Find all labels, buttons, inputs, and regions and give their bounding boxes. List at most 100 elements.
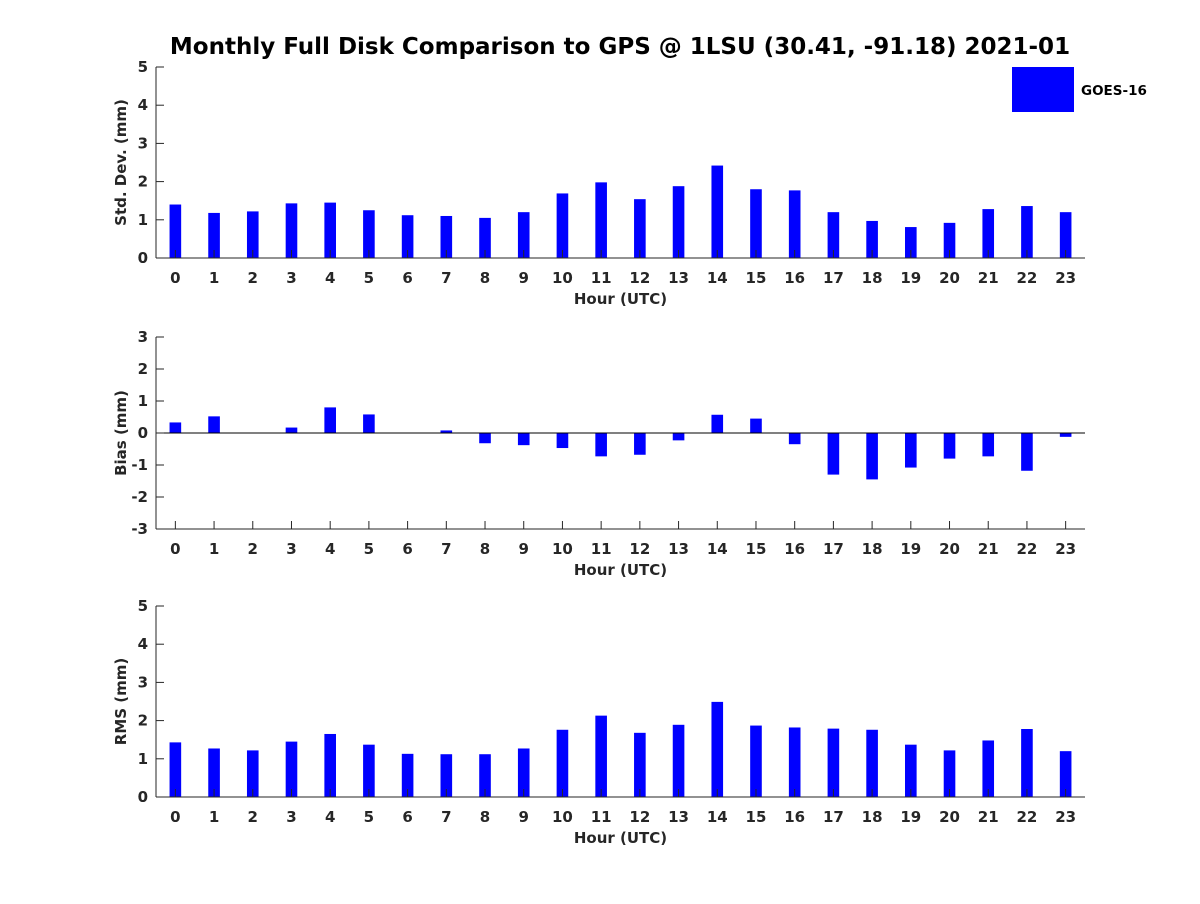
bar-std-dev-6 [401, 215, 414, 258]
x-axis-label-rms: Hour (UTC) [574, 829, 667, 847]
x-tick-label-std-dev: 21 [978, 269, 999, 287]
x-tick-label-bias: 9 [519, 540, 529, 558]
bar-bias-11 [595, 433, 607, 457]
x-tick-label-bias: 14 [707, 540, 728, 558]
x-tick-label-bias: 5 [364, 540, 374, 558]
bar-rms-7 [440, 754, 453, 797]
x-axis-label-std-dev: Hour (UTC) [574, 290, 667, 308]
x-tick-label-std-dev: 4 [325, 269, 335, 287]
y-tick-label-std-dev: 5 [138, 58, 148, 76]
bar-std-dev-17 [827, 212, 840, 258]
x-tick-label-bias: 22 [1017, 540, 1038, 558]
x-tick-label-std-dev: 18 [862, 269, 883, 287]
bar-std-dev-20 [943, 222, 956, 258]
x-tick-label-bias: 1 [209, 540, 219, 558]
bar-bias-22 [1021, 433, 1033, 471]
y-tick-label-bias: 3 [138, 328, 148, 346]
bar-bias-5 [363, 414, 375, 433]
bar-rms-5 [363, 744, 375, 797]
bar-bias-1 [208, 416, 220, 433]
bar-bias-0 [169, 422, 182, 433]
x-tick-label-rms: 10 [552, 808, 573, 826]
x-tick-label-bias: 15 [746, 540, 767, 558]
x-tick-label-std-dev: 8 [480, 269, 490, 287]
bar-std-dev-0 [169, 204, 182, 258]
legend: GOES-16 [1012, 67, 1147, 112]
bar-rms-22 [1021, 729, 1033, 797]
bar-std-dev-3 [285, 203, 298, 258]
bar-std-dev-15 [750, 189, 762, 258]
y-tick-label-rms: 4 [138, 635, 148, 653]
x-tick-label-std-dev: 9 [519, 269, 529, 287]
x-tick-label-rms: 16 [784, 808, 805, 826]
bar-bias-19 [905, 433, 917, 468]
x-tick-label-rms: 17 [823, 808, 844, 826]
bar-std-dev-1 [208, 212, 220, 258]
bar-std-dev-11 [595, 182, 607, 258]
bar-std-dev-12 [634, 199, 646, 258]
bar-rms-8 [479, 754, 491, 797]
x-tick-label-rms: 21 [978, 808, 999, 826]
x-tick-label-std-dev: 5 [364, 269, 374, 287]
bar-bias-7 [440, 430, 453, 433]
x-tick-label-std-dev: 13 [668, 269, 689, 287]
x-tick-label-bias: 6 [402, 540, 412, 558]
bar-rms-12 [634, 732, 646, 797]
y-tick-label-rms: 5 [138, 597, 148, 615]
bar-bias-21 [982, 433, 995, 457]
x-tick-label-std-dev: 3 [286, 269, 296, 287]
bar-rms-16 [788, 727, 801, 797]
x-tick-label-bias: 12 [629, 540, 650, 558]
x-tick-label-rms: 7 [441, 808, 451, 826]
bar-rms-13 [672, 724, 685, 797]
bar-rms-2 [246, 750, 259, 797]
y-tick-label-rms: 3 [138, 673, 148, 691]
x-tick-label-rms: 11 [591, 808, 612, 826]
bar-rms-17 [827, 728, 840, 797]
x-tick-label-std-dev: 2 [248, 269, 258, 287]
bar-std-dev-4 [324, 202, 336, 258]
x-tick-label-bias: 18 [862, 540, 883, 558]
x-tick-label-std-dev: 14 [707, 269, 728, 287]
bar-std-dev-18 [866, 220, 878, 258]
bar-rms-1 [208, 748, 220, 797]
y-tick-label-bias: 0 [138, 424, 148, 442]
y-tick-label-std-dev: 4 [138, 96, 148, 114]
bar-bias-4 [324, 407, 336, 433]
x-tick-label-rms: 13 [668, 808, 689, 826]
y-tick-label-std-dev: 0 [138, 249, 148, 267]
bar-std-dev-21 [982, 209, 995, 258]
bar-std-dev-2 [246, 211, 259, 258]
bar-std-dev-8 [479, 217, 491, 258]
bar-rms-19 [905, 744, 917, 797]
x-tick-label-bias: 7 [441, 540, 451, 558]
bar-rms-23 [1059, 751, 1072, 797]
bar-bias-14 [711, 414, 724, 433]
y-axis-label-rms: RMS (mm) [112, 658, 130, 745]
bar-rms-18 [866, 729, 878, 797]
y-tick-label-bias: 2 [138, 360, 148, 378]
x-tick-label-rms: 20 [939, 808, 960, 826]
x-tick-label-bias: 16 [784, 540, 805, 558]
x-tick-label-bias: 11 [591, 540, 612, 558]
x-tick-label-rms: 9 [519, 808, 529, 826]
y-axis-label-std-dev: Std. Dev. (mm) [112, 99, 130, 226]
x-tick-label-rms: 18 [862, 808, 883, 826]
x-tick-label-rms: 12 [629, 808, 650, 826]
x-tick-label-bias: 13 [668, 540, 689, 558]
x-tick-label-bias: 10 [552, 540, 573, 558]
y-tick-label-rms: 0 [138, 788, 148, 806]
y-tick-label-std-dev: 2 [138, 173, 148, 191]
bar-bias-15 [750, 418, 762, 433]
y-axis-label-bias: Bias (mm) [112, 390, 130, 476]
x-tick-label-rms: 6 [402, 808, 412, 826]
x-tick-label-rms: 1 [209, 808, 219, 826]
y-tick-label-bias: -1 [131, 456, 148, 474]
x-tick-label-bias: 23 [1055, 540, 1076, 558]
x-tick-label-std-dev: 11 [591, 269, 612, 287]
x-tick-label-std-dev: 10 [552, 269, 573, 287]
x-tick-label-bias: 19 [900, 540, 921, 558]
x-tick-label-rms: 23 [1055, 808, 1076, 826]
bar-bias-10 [556, 433, 569, 449]
